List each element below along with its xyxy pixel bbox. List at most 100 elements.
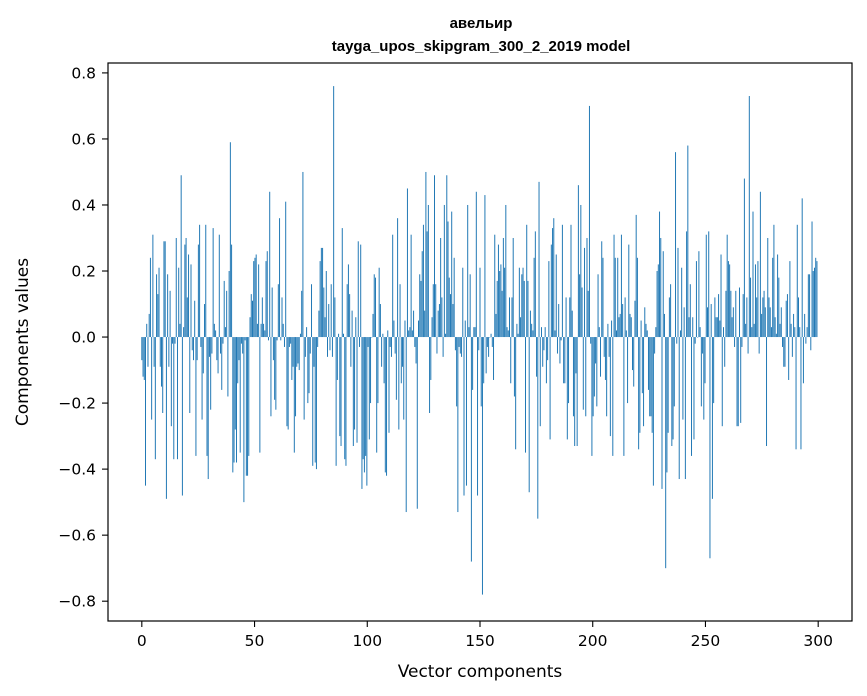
bar (695, 261, 697, 338)
bar (655, 327, 657, 338)
bar (218, 234, 220, 338)
x-tick-label: 150 (465, 632, 495, 650)
bar (249, 317, 251, 338)
bar (507, 330, 509, 338)
bar (234, 337, 236, 430)
bar (207, 337, 209, 480)
bar (173, 337, 175, 460)
bar (287, 337, 289, 430)
bar (424, 310, 426, 338)
bar (632, 337, 633, 371)
bar (271, 287, 273, 338)
bar (266, 251, 268, 338)
bar (429, 337, 431, 413)
bar (415, 337, 417, 364)
bar (427, 204, 429, 338)
bar (681, 267, 683, 338)
bar (515, 337, 517, 450)
bar (366, 337, 368, 486)
bar (673, 337, 675, 407)
bar (611, 320, 613, 338)
bar (495, 313, 497, 338)
bar (192, 337, 194, 361)
bar (170, 337, 172, 427)
bar (477, 337, 479, 496)
x-tick-label: 100 (352, 632, 382, 650)
bar (684, 337, 686, 480)
bar (738, 287, 740, 338)
bar (425, 171, 427, 338)
bar (237, 337, 239, 384)
bar (258, 264, 260, 338)
bar (500, 264, 502, 338)
bar (517, 333, 519, 338)
bar (409, 327, 411, 338)
bar (663, 313, 665, 338)
bar (483, 337, 485, 384)
bar (645, 323, 647, 338)
bar (469, 274, 471, 338)
bar (736, 337, 738, 427)
bar (202, 337, 204, 374)
bar (668, 297, 670, 338)
bar (430, 337, 432, 380)
bar (304, 337, 306, 357)
bar (382, 333, 384, 338)
bar (149, 257, 151, 338)
bar (259, 337, 261, 453)
bar (248, 337, 250, 456)
bar (220, 337, 222, 354)
bar (367, 337, 369, 347)
bar (373, 274, 375, 338)
bar (545, 337, 547, 384)
bar (361, 337, 363, 489)
bar (306, 327, 308, 338)
bar (494, 234, 496, 338)
bar (762, 297, 764, 338)
bar (609, 337, 611, 437)
bar (403, 337, 405, 420)
bar (438, 304, 440, 338)
bar (773, 224, 775, 338)
bar (204, 304, 206, 338)
bar (576, 337, 578, 447)
bar (554, 330, 556, 338)
bar (616, 330, 617, 338)
bar (491, 337, 493, 347)
bar (614, 257, 616, 338)
bar (638, 337, 640, 450)
bar (470, 337, 472, 562)
bar (764, 307, 766, 338)
bar (761, 313, 763, 338)
bar (168, 337, 170, 367)
bar (493, 337, 495, 380)
bar (408, 330, 410, 338)
bar (478, 337, 480, 351)
bar (434, 175, 435, 338)
bar (542, 337, 544, 367)
bar (461, 337, 463, 357)
bar (404, 320, 406, 338)
y-tick-label: −0.4 (58, 461, 96, 479)
bar (726, 234, 728, 338)
y-tick-label: 0.4 (71, 196, 96, 214)
bar (499, 271, 501, 338)
bar (358, 337, 360, 347)
bar (602, 257, 604, 338)
bar (232, 337, 234, 473)
bar (377, 337, 379, 404)
bar (641, 337, 643, 394)
bar (522, 267, 524, 338)
bar (595, 337, 597, 364)
bar (252, 300, 253, 338)
bar (347, 264, 349, 338)
bar (561, 224, 563, 338)
bar (770, 327, 772, 338)
bar (737, 337, 739, 427)
bar (448, 277, 450, 338)
bar (463, 337, 465, 496)
bar (550, 244, 552, 338)
bar (379, 304, 381, 338)
bar (743, 178, 745, 338)
bar (216, 337, 218, 361)
